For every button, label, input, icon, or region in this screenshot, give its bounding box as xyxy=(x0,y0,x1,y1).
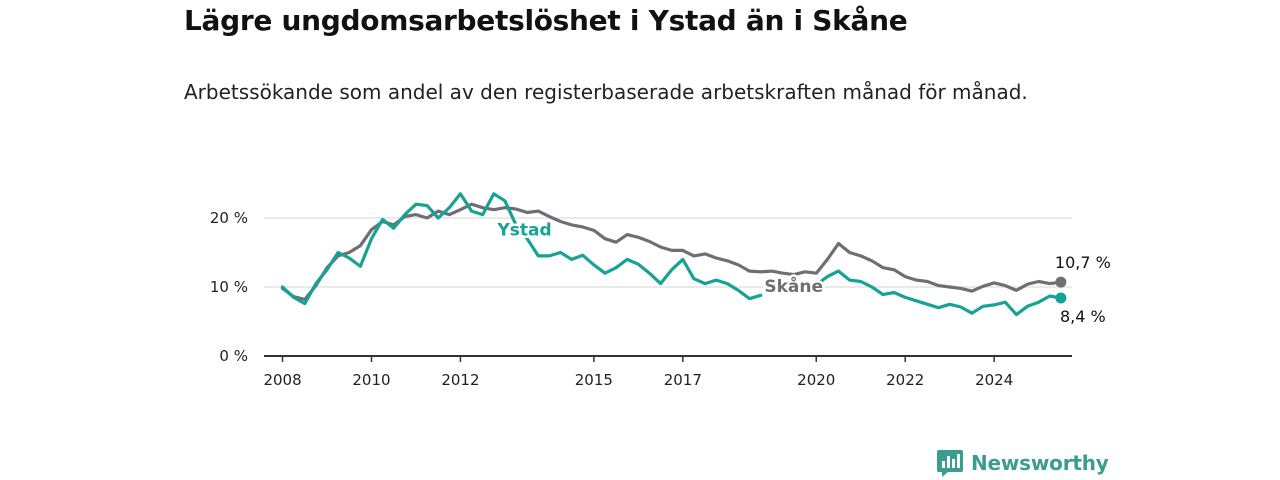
x-tick-label: 2024 xyxy=(975,371,1013,389)
series-line-ystad xyxy=(280,192,1063,317)
y-tick-label: 20 % xyxy=(210,209,248,227)
x-tick-label: 2008 xyxy=(263,371,301,389)
series-lines xyxy=(280,192,1067,317)
y-tick-label: 10 % xyxy=(210,278,248,296)
series-end-marker xyxy=(1055,292,1067,304)
chart-title: Lägre ungdomsarbetslöshet i Ystad än i S… xyxy=(184,4,908,37)
y-axis-ticks: 0 % 10 % 20 % xyxy=(210,209,248,365)
x-tick-label: 2010 xyxy=(352,371,390,389)
y-tick-label: 0 % xyxy=(219,347,248,365)
x-tick-label: 2012 xyxy=(441,371,479,389)
chart-subtitle: Arbetssökande som andel av den registerb… xyxy=(184,80,1028,104)
brand-logo: Newsworthy xyxy=(936,448,1109,478)
x-axis-ticks: 2008 2010 2012 2015 2017 2020 2022 2024 xyxy=(263,356,1013,389)
brand-name: Newsworthy xyxy=(971,451,1109,475)
newsworthy-bar-chart-logo-icon xyxy=(937,450,963,477)
series-end-value-label: 10,7 % xyxy=(1055,253,1111,272)
series-label-halo: Skåne xyxy=(764,275,823,297)
x-tick-label: 2020 xyxy=(797,371,835,389)
x-tick-label: 2015 xyxy=(575,371,613,389)
series-line-skåne xyxy=(280,202,1063,301)
series-label-halo: Ystad xyxy=(497,220,552,240)
x-tick-label: 2022 xyxy=(886,371,924,389)
series-end-marker xyxy=(1055,276,1067,288)
series-end-value-label: 8,4 % xyxy=(1060,307,1106,326)
x-tick-label: 2017 xyxy=(664,371,702,389)
series-label-skane: Skåne xyxy=(764,275,823,297)
series-label-ystad: Ystad xyxy=(497,220,552,240)
gridlines xyxy=(264,217,1072,288)
